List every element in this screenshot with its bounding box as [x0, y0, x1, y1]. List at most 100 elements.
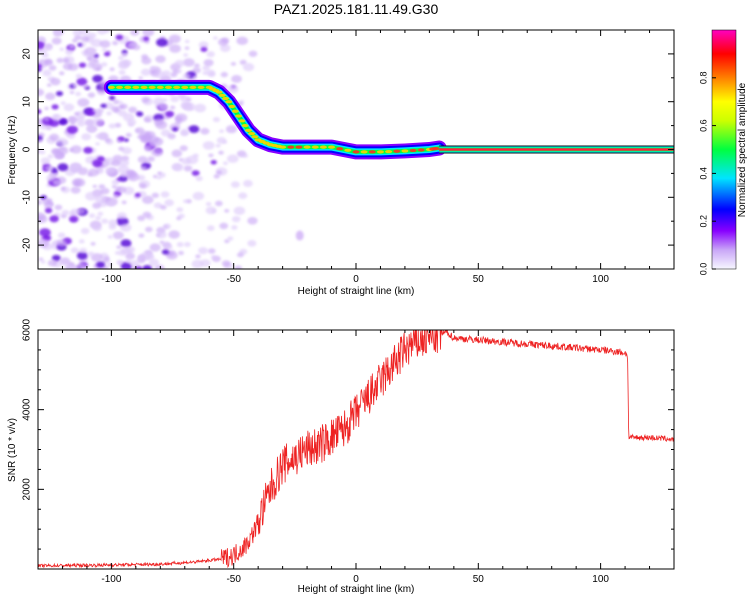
spectral-blob — [121, 147, 132, 155]
ridge-peak — [116, 85, 124, 89]
spectral-blob — [114, 122, 122, 128]
spectral-blob — [236, 36, 249, 46]
x-tick-label: 50 — [473, 574, 485, 585]
spectral-blob — [79, 247, 87, 254]
spectral-blob — [169, 105, 176, 110]
spectral-blob — [125, 132, 132, 138]
snr-x-label: Height of straight line (km) — [298, 584, 415, 595]
spectral-blob — [60, 101, 66, 106]
spectral-blob — [43, 117, 50, 122]
spectral-blob — [168, 34, 181, 44]
spectral-blob — [49, 133, 60, 141]
x-tick-label: -50 — [226, 274, 241, 285]
spectral-blob — [219, 222, 229, 230]
ridge-peak — [132, 85, 140, 89]
spectral-blob — [91, 63, 103, 71]
spectral-blob — [120, 239, 132, 248]
spectral-blob — [38, 88, 45, 97]
spectral-blob — [52, 179, 62, 186]
spectral-blob — [185, 199, 192, 204]
spectral-blob — [198, 247, 208, 255]
spectral-blob — [224, 239, 230, 244]
spectral-blob — [224, 208, 230, 213]
spectral-blob — [112, 99, 120, 105]
spectral-blob — [135, 127, 145, 134]
spectral-blob — [230, 181, 240, 188]
spectral-blob — [61, 209, 70, 216]
spectral-blob — [117, 186, 127, 193]
spectral-blob — [48, 65, 57, 71]
spectral-blob — [123, 113, 135, 122]
ridge-peak — [319, 145, 327, 149]
spectral-blob — [38, 63, 42, 70]
spectral-blob — [74, 34, 82, 41]
spectral-blob — [198, 41, 209, 49]
spectral-blob — [119, 59, 130, 68]
spectral-blob — [207, 248, 216, 254]
spectral-blob — [225, 125, 238, 134]
x-tick-label: 0 — [353, 274, 359, 285]
spectral-blob — [180, 128, 190, 136]
spectral-blob — [222, 140, 228, 144]
spectral-blob — [38, 41, 45, 50]
spectral-blob — [170, 95, 180, 103]
spectral-blob — [183, 242, 191, 247]
y-tick-label: 0 — [22, 146, 33, 152]
spectral-blob — [183, 199, 188, 203]
spectral-blob — [172, 127, 179, 132]
spectral-blob — [206, 225, 215, 231]
x-tick-label: -100 — [101, 274, 121, 285]
spectral-blob — [140, 68, 151, 76]
spectral-blob — [66, 132, 76, 139]
spectral-blob — [226, 154, 239, 163]
y-tick-label: -20 — [22, 237, 33, 252]
spectral-blob — [44, 207, 53, 214]
spectral-blob — [129, 260, 140, 268]
ridge-peak — [156, 85, 164, 89]
spectral-blob — [83, 84, 89, 89]
spectral-blob — [202, 71, 208, 75]
spectral-blob — [93, 59, 99, 64]
spectral-blob — [54, 204, 63, 211]
colorbar: 0.0 0.2 0.4 0.6 0.8 Normalized spectral ampl… — [698, 29, 748, 275]
spectral-blob — [108, 95, 116, 101]
ridge-peak — [140, 85, 148, 89]
spectral-blob — [160, 191, 170, 198]
spectral-blob — [103, 51, 111, 57]
spectral-blob — [159, 240, 165, 245]
spectral-blob — [118, 55, 124, 60]
spectral-blob — [227, 236, 234, 241]
spectral-blob — [194, 103, 207, 113]
spectral-blob — [234, 265, 243, 269]
spectral-blob — [163, 223, 172, 230]
spectral-blob — [143, 117, 151, 123]
spectral-blob — [95, 142, 100, 146]
spectral-blob — [242, 63, 255, 72]
ridge-peak — [295, 145, 303, 149]
spectral-blob — [164, 199, 174, 207]
ridge-peak — [164, 85, 172, 89]
ridge-peak — [225, 100, 233, 104]
spectral-blob — [77, 98, 90, 107]
spectral-blob — [92, 202, 102, 209]
spectral-blob — [176, 69, 182, 74]
spectral-blob — [73, 178, 86, 187]
spectral-blob — [164, 244, 173, 251]
spectral-blob — [121, 200, 127, 205]
spectral-blob — [83, 146, 93, 154]
spectral-blob — [120, 171, 129, 178]
spectrogram-steady-line — [439, 145, 674, 154]
spectral-blob — [104, 102, 114, 110]
spectral-blob — [149, 243, 161, 252]
spectral-blob — [66, 125, 78, 134]
y-tick-label: 20 — [22, 48, 33, 60]
spectral-blob — [75, 73, 82, 79]
spectral-blob — [40, 260, 46, 264]
spectral-blob — [231, 215, 241, 223]
spectrogram-ridge — [103, 79, 447, 160]
spectral-blob — [39, 149, 46, 155]
spectral-blob — [161, 249, 170, 255]
spectral-blob — [96, 107, 104, 114]
spectrogram-y-label: Frequency (Hz) — [7, 116, 18, 185]
